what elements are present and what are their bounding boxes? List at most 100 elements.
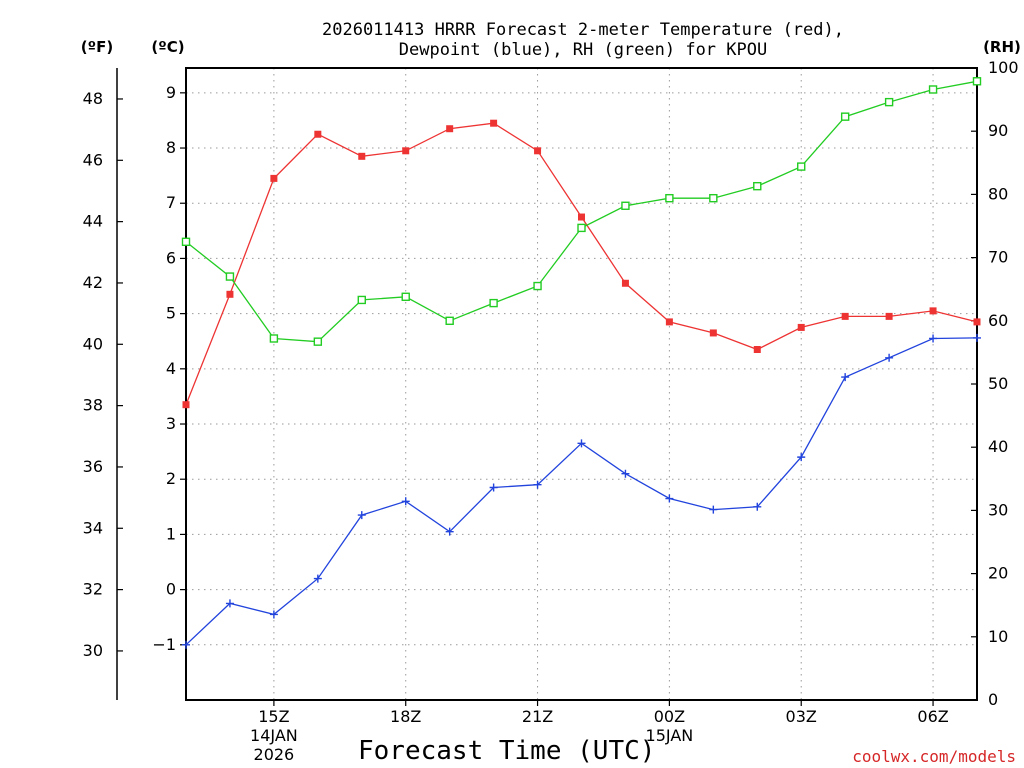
dewpoint-marker <box>489 483 498 492</box>
2-meter-temperature-marker <box>490 119 498 127</box>
dewpoint-marker <box>533 480 542 489</box>
rh-marker <box>401 292 410 301</box>
x-tick-label: 15Z <box>258 707 289 726</box>
rh-marker <box>928 85 938 94</box>
rh-marker <box>884 97 894 107</box>
celsius-tick-label: 2 <box>166 469 176 488</box>
2-meter-temperature-line <box>185 122 978 405</box>
rh-tick-label: 30 <box>988 500 1008 519</box>
rh-marker <box>269 334 279 343</box>
x-tick-label: 03Z <box>786 707 817 726</box>
rh-tick-label: 40 <box>988 437 1008 456</box>
dewpoint-marker <box>973 333 981 342</box>
rh-marker <box>709 193 718 203</box>
series-lines <box>181 77 982 649</box>
2-meter-temperature-marker <box>270 174 278 182</box>
2-meter-temperature-marker <box>446 125 454 133</box>
2-meter-temperature-marker <box>621 279 629 287</box>
2-meter-temperature-marker <box>226 290 234 298</box>
chart-title-line-1: 2026011413 HRRR Forecast 2-meter Tempera… <box>322 20 844 40</box>
x-tick-label: 21Z <box>522 707 553 726</box>
rh-marker <box>840 112 850 121</box>
fahrenheit-tick-label: 46 <box>83 150 103 169</box>
dewpoint-marker <box>665 494 674 503</box>
rh-marker <box>972 77 982 86</box>
dewpoint-marker <box>225 599 234 608</box>
dewpoint-marker <box>885 353 894 362</box>
celsius-tick-label: 1 <box>166 524 176 543</box>
celsius-tick-label: 3 <box>166 414 176 433</box>
x-year-label: 2026 <box>254 745 295 764</box>
celsius-tick-label: 8 <box>166 138 176 157</box>
rh-tick-label: 90 <box>988 121 1008 140</box>
celsius-tick-label: −1 <box>152 635 176 654</box>
dewpoint-marker <box>269 610 278 619</box>
dewpoint-series <box>182 333 981 649</box>
2-meter-temperature-marker <box>534 147 542 155</box>
rh-marker <box>181 237 191 247</box>
x-axis-label: Forecast Time (UTC) <box>358 736 655 766</box>
celsius-tick-label: 7 <box>166 193 176 212</box>
dewpoint-marker <box>401 497 410 506</box>
2-meter-temperature-marker <box>182 401 190 409</box>
rh-marker <box>357 295 366 305</box>
rh-marker <box>445 316 454 325</box>
celsius-tick-label: 5 <box>166 304 176 323</box>
plot-frame <box>185 67 978 701</box>
rh-marker <box>533 281 542 291</box>
rh-tick-label: 60 <box>988 311 1008 330</box>
fahrenheit-tick-label: 48 <box>83 89 103 108</box>
x-tick-label: 00Z <box>654 707 685 726</box>
rh-axis-unit: (RH) <box>983 38 1021 56</box>
rh-marker <box>753 181 762 191</box>
2-meter-temperature-marker <box>578 213 585 221</box>
fahrenheit-tick-label: 42 <box>83 273 103 292</box>
celsius-tick-label: 0 <box>166 580 176 599</box>
rh-tick-label: 0 <box>988 690 998 709</box>
rh-marker <box>225 272 235 281</box>
dewpoint-marker <box>753 502 762 511</box>
rh-tick-label: 70 <box>988 248 1008 267</box>
dewpoint-marker <box>841 373 850 382</box>
2-meter-temperature-marker <box>314 130 322 138</box>
2-meter-temperature-marker <box>665 318 673 326</box>
rh-marker <box>665 193 674 203</box>
chart-title-line-2: Dewpoint (blue), RH (green) for KPOU <box>399 40 767 60</box>
2-meter-temperature-marker <box>841 312 849 320</box>
2-meter-temperature-series <box>182 119 981 409</box>
rh-marker <box>489 298 498 308</box>
rh-marker <box>313 337 323 346</box>
rh-marker <box>797 162 806 171</box>
celsius-tick-label: 4 <box>166 359 176 378</box>
dewpoint-marker <box>182 640 190 649</box>
2-meter-temperature-marker <box>402 147 410 155</box>
2-meter-temperature-marker <box>885 312 893 320</box>
dewpoint-marker <box>709 505 718 514</box>
x-date-label: 14JAN <box>250 726 298 745</box>
dewpoint-marker <box>313 574 322 583</box>
x-tick-label: 18Z <box>390 707 421 726</box>
rh-marker <box>577 223 586 233</box>
rh-line <box>185 80 978 343</box>
fahrenheit-axis-unit: (ºF) <box>81 38 113 56</box>
2-meter-temperature-marker <box>973 318 981 326</box>
fahrenheit-tick-label: 44 <box>83 212 103 231</box>
2-meter-temperature-marker <box>753 346 761 354</box>
rh-series <box>181 77 982 346</box>
2-meter-temperature-marker <box>709 329 717 337</box>
fahrenheit-tick-label: 38 <box>83 396 103 415</box>
celsius-tick-label: 9 <box>166 83 176 102</box>
dewpoint-marker <box>445 527 454 536</box>
rh-tick-label: 50 <box>988 374 1008 393</box>
dewpoint-marker <box>357 511 366 520</box>
dewpoint-marker <box>929 334 938 343</box>
rh-tick-label: 100 <box>988 58 1019 77</box>
fahrenheit-tick-label: 32 <box>83 580 103 599</box>
fahrenheit-tick-label: 36 <box>83 457 103 476</box>
rh-tick-label: 80 <box>988 184 1008 203</box>
rh-tick-label: 20 <box>988 564 1008 583</box>
grid-lines <box>186 68 977 700</box>
fahrenheit-tick-label: 40 <box>83 334 103 353</box>
